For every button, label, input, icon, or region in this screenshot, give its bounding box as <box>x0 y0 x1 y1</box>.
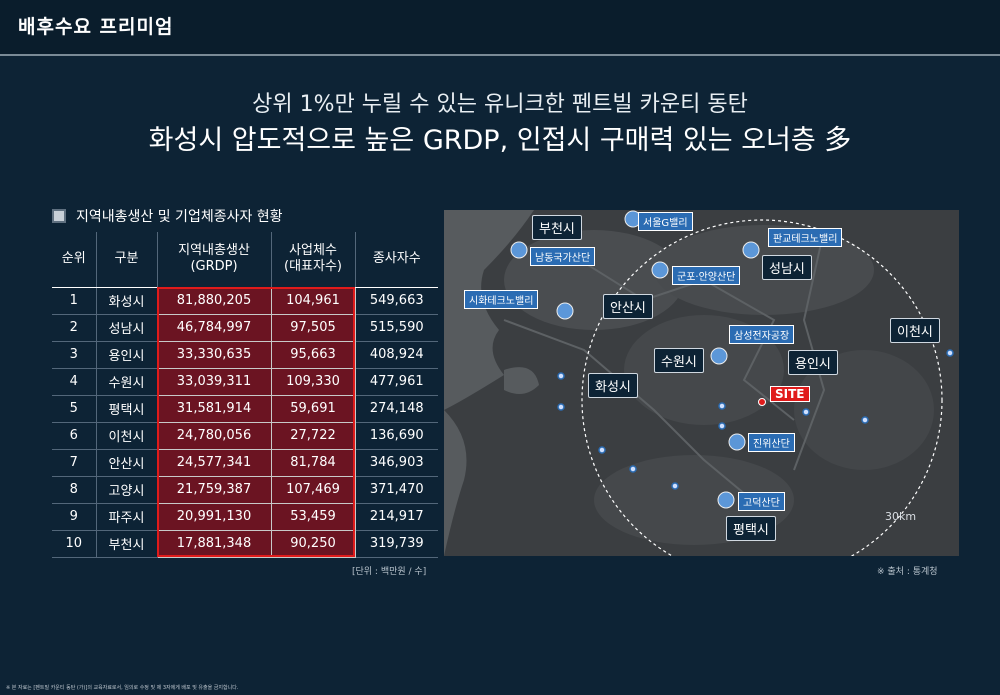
cell-worker-count: 346,903 <box>355 449 438 477</box>
cell-worker-count: 319,739 <box>355 530 438 558</box>
cell-worker-count: 274,148 <box>355 395 438 423</box>
cell-rank: 2 <box>52 314 97 342</box>
cell-grdp: 33,330,635 <box>157 341 272 369</box>
cell-business-count: 59,691 <box>271 395 356 423</box>
cell-worker-count: 371,470 <box>355 476 438 504</box>
map-complex-label: 진위산단 <box>748 433 795 452</box>
source-note: ※ 출처 : 통계청 <box>877 567 938 577</box>
cell-worker-count: 515,590 <box>355 314 438 342</box>
cell-worker-count: 214,917 <box>355 503 438 531</box>
cell-region: 파주시 <box>96 503 158 531</box>
cell-business-count: 104,961 <box>271 287 356 315</box>
cell-grdp: 24,577,341 <box>157 449 272 477</box>
site-marker-label: SITE <box>770 386 810 402</box>
cell-business-count: 90,250 <box>271 530 356 558</box>
cell-grdp: 33,039,311 <box>157 368 272 396</box>
page-title: 배후수요 프리미엄 <box>18 16 174 38</box>
col-header-workers: 종사자수 <box>355 232 438 288</box>
table-row: 1 화성시 81,880,205 104,961 549,663 <box>52 287 438 315</box>
cell-grdp: 46,784,997 <box>157 314 272 342</box>
cell-rank: 5 <box>52 395 97 423</box>
section-title-text: 지역내총생산 및 기업체종사자 현황 <box>76 209 283 225</box>
cell-region: 부천시 <box>96 530 158 558</box>
cell-region: 고양시 <box>96 476 158 504</box>
map-complex-label: 서울G밸리 <box>638 212 693 231</box>
table-header-row: 순위 구분 지역내총생산 (GRDP) 사업체수 (대표자수) 종사자수 <box>52 232 438 288</box>
table-row: 6 이천시 24,780,056 27,722 136,690 <box>52 422 438 450</box>
cell-region: 평택시 <box>96 395 158 423</box>
col-header-grdp: 지역내총생산 (GRDP) <box>157 232 272 288</box>
col-header-business: 사업체수 (대표자수) <box>271 232 356 288</box>
map-city-label: 용인시 <box>788 350 838 375</box>
map-complex-label: 삼성전자공장 <box>729 325 795 344</box>
cell-business-count: 81,784 <box>271 449 356 477</box>
cell-grdp: 31,581,914 <box>157 395 272 423</box>
cell-business-count: 109,330 <box>271 368 356 396</box>
square-bullet-icon <box>52 209 66 223</box>
cell-business-count: 27,722 <box>271 422 356 450</box>
table-row: 3 용인시 33,330,635 95,663 408,924 <box>52 341 438 369</box>
map-city-label: 수원시 <box>654 348 704 373</box>
cell-region: 이천시 <box>96 422 158 450</box>
cell-region: 안산시 <box>96 449 158 477</box>
map-city-label: 안산시 <box>603 294 653 319</box>
map-complex-label: 시화테크노밸리 <box>464 290 539 309</box>
cell-worker-count: 549,663 <box>355 287 438 315</box>
radius-label: 30km <box>885 510 917 523</box>
footnote: ※ 본 자료는 [펜트빌 카운티 동탄 (가)]의 교육자료로서, 임의로 수정… <box>6 685 239 691</box>
map-complex-label: 고덕산단 <box>738 492 785 511</box>
headline-main: 화성시 압도적으로 높은 GRDP, 인접시 구매력 있는 오너층 多 <box>148 125 852 156</box>
map-city-label: 부천시 <box>532 215 582 240</box>
map-graphic <box>444 210 959 556</box>
cell-worker-count: 477,961 <box>355 368 438 396</box>
col-header-rank: 순위 <box>52 232 97 288</box>
section-title: 지역내총생산 및 기업체종사자 현황 <box>52 206 283 226</box>
cell-rank: 6 <box>52 422 97 450</box>
cell-grdp: 24,780,056 <box>157 422 272 450</box>
table-row: 10 부천시 17,881,348 90,250 319,739 <box>52 530 438 558</box>
table-row: 4 수원시 33,039,311 109,330 477,961 <box>52 368 438 396</box>
map-city-label: 화성시 <box>588 373 638 398</box>
grdp-table: 순위 구분 지역내총생산 (GRDP) 사업체수 (대표자수) 종사자수 1 화성시 8… <box>52 232 438 558</box>
cell-region: 용인시 <box>96 341 158 369</box>
table-row: 5 평택시 31,581,914 59,691 274,148 <box>52 395 438 423</box>
cell-business-count: 53,459 <box>271 503 356 531</box>
map-complex-label: 군포·안양산단 <box>672 266 741 285</box>
header-bar: 배후수요 프리미엄 <box>0 0 1000 54</box>
cell-grdp: 21,759,387 <box>157 476 272 504</box>
cell-grdp: 81,880,205 <box>157 287 272 315</box>
cell-business-count: 107,469 <box>271 476 356 504</box>
cell-grdp: 20,991,130 <box>157 503 272 531</box>
cell-rank: 8 <box>52 476 97 504</box>
cell-grdp: 17,881,348 <box>157 530 272 558</box>
cell-rank: 10 <box>52 530 97 558</box>
cell-rank: 9 <box>52 503 97 531</box>
headline-sub: 상위 1%만 누릴 수 있는 유니크한 펜트빌 카운티 동탄 <box>252 92 748 117</box>
cell-region: 성남시 <box>96 314 158 342</box>
table-row: 2 성남시 46,784,997 97,505 515,590 <box>52 314 438 342</box>
map-city-label: 평택시 <box>726 516 776 541</box>
map-complex-label: 판교테크노밸리 <box>768 228 843 247</box>
header-divider <box>0 54 1000 56</box>
col-header-region: 구분 <box>96 232 158 288</box>
cell-region: 화성시 <box>96 287 158 315</box>
cell-region: 수원시 <box>96 368 158 396</box>
cell-worker-count: 408,924 <box>355 341 438 369</box>
table-row: 9 파주시 20,991,130 53,459 214,917 <box>52 503 438 531</box>
map-city-label: 이천시 <box>890 318 940 343</box>
cell-business-count: 97,505 <box>271 314 356 342</box>
table-row: 8 고양시 21,759,387 107,469 371,470 <box>52 476 438 504</box>
map-city-label: 성남시 <box>762 255 812 280</box>
map-complex-label: 남동국가산단 <box>530 247 596 266</box>
cell-rank: 1 <box>52 287 97 315</box>
unit-note: [단위 : 백만원 / 수] <box>352 567 427 577</box>
cell-worker-count: 136,690 <box>355 422 438 450</box>
cell-rank: 3 <box>52 341 97 369</box>
cell-rank: 4 <box>52 368 97 396</box>
table-row: 7 안산시 24,577,341 81,784 346,903 <box>52 449 438 477</box>
cell-rank: 7 <box>52 449 97 477</box>
cell-business-count: 95,663 <box>271 341 356 369</box>
